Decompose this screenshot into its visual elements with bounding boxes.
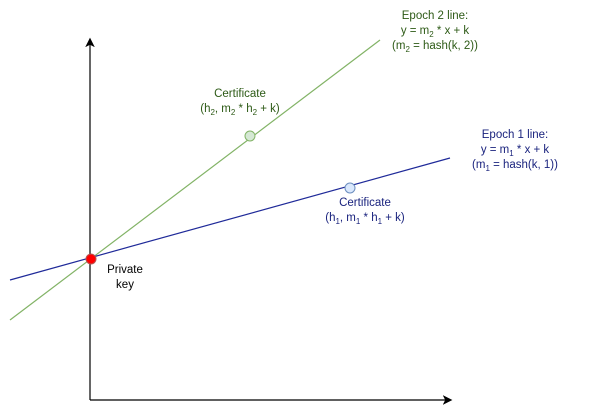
subscript: 1 (356, 217, 361, 226)
subscript: 2 (429, 30, 434, 39)
label-text: = hash(k, 1)) (490, 159, 558, 171)
label-text: (m (472, 159, 485, 171)
label-text: , m (340, 212, 356, 224)
label-text: Epoch 1 line: (482, 129, 549, 141)
label-text: * x + k (514, 144, 550, 156)
epoch-1-label: Epoch 1 line: (482, 129, 549, 141)
label-text: , m (215, 103, 231, 115)
subscript: 1 (509, 149, 514, 158)
subscript: 2 (405, 45, 410, 54)
private-key-label: key (116, 279, 134, 291)
private-key-label: Private (107, 264, 143, 276)
subscript: 1 (485, 164, 490, 173)
label-text: + k) (257, 103, 280, 115)
certificate-2-point (244, 130, 256, 142)
epoch-1-label: y = m1 * x + k (481, 144, 550, 158)
label-text: (m (392, 40, 405, 52)
epoch-1-line (9, 157, 451, 281)
subscript: 2 (210, 108, 215, 117)
epoch-2-label: y = m2 * x + k (401, 25, 470, 39)
label-text: Certificate (339, 197, 391, 209)
private-key-point (85, 253, 97, 265)
labels: Epoch 2 line:y = m2 * x + k(m2 = hash(k,… (107, 10, 558, 291)
label-text: * x + k (434, 25, 470, 37)
epoch-1-label: (m1 = hash(k, 1)) (472, 159, 558, 173)
label-text: (h (200, 103, 210, 115)
epoch-2-line (9, 39, 381, 321)
certificate-1-label: (h1, m1 * h1 + k) (325, 212, 405, 226)
label-text: * h (360, 212, 377, 224)
label-text: y = m (401, 25, 429, 37)
subscript: 1 (378, 217, 383, 226)
subscript: 2 (253, 108, 258, 117)
epoch-2-label: Epoch 2 line: (402, 10, 469, 22)
label-text: Certificate (214, 88, 266, 100)
label-text: * h (235, 103, 252, 115)
label-text: Epoch 2 line: (402, 10, 469, 22)
label-text: key (116, 279, 134, 291)
label-text: = hash(k, 2)) (410, 40, 478, 52)
certificate-1-label: Certificate (339, 197, 391, 209)
certificate-2-label: (h2, m2 * h2 + k) (200, 103, 280, 117)
subscript: 2 (231, 108, 236, 117)
certificate-1-point (344, 182, 356, 194)
label-text: Private (107, 264, 143, 276)
label-text: (h (325, 212, 335, 224)
label-text: + k) (382, 212, 405, 224)
certificate-2-label: Certificate (214, 88, 266, 100)
subscript: 1 (335, 217, 340, 226)
epoch-2-label: (m2 = hash(k, 2)) (392, 40, 478, 54)
label-text: y = m (481, 144, 509, 156)
